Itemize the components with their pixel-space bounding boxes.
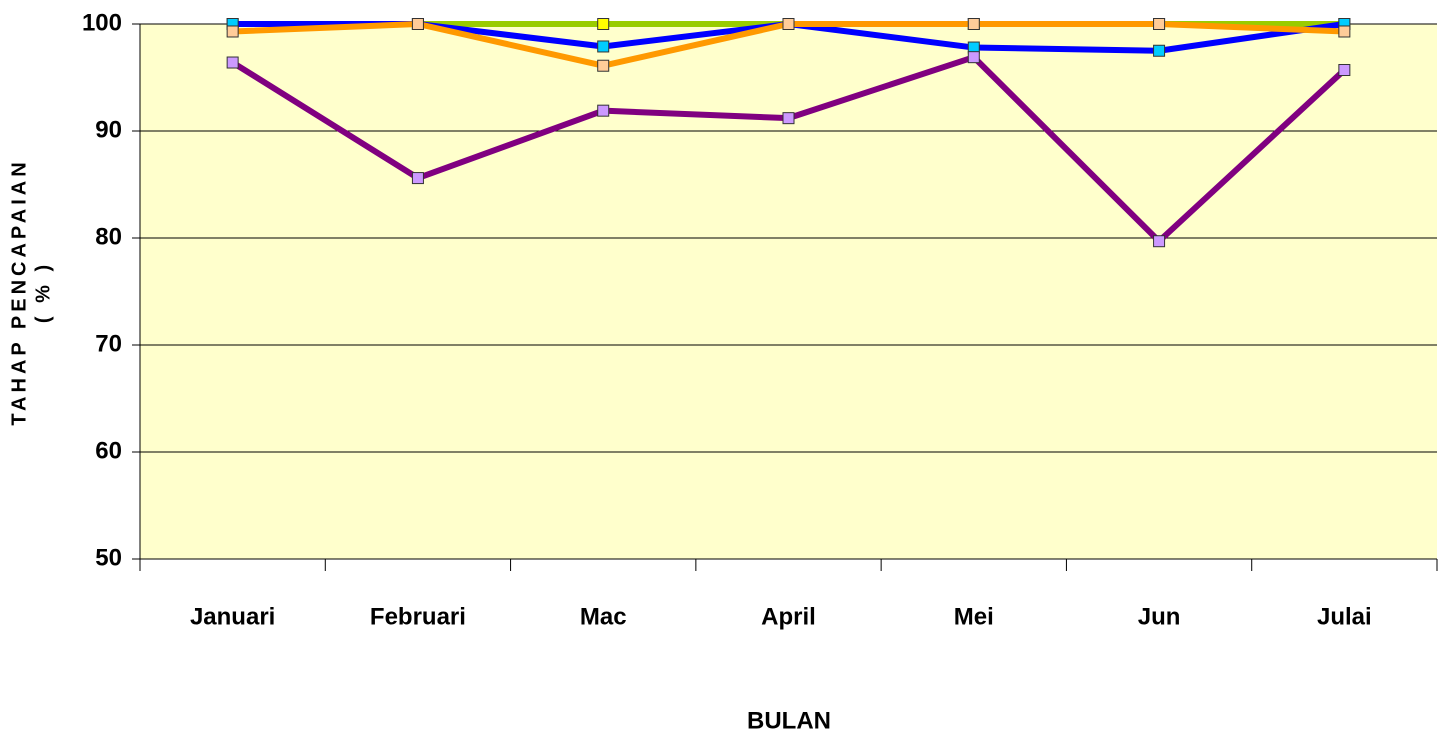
data-point bbox=[411, 18, 424, 30]
data-point bbox=[1338, 64, 1351, 77]
x-tick-label: Mei bbox=[954, 603, 994, 630]
data-point bbox=[226, 25, 239, 38]
data-point bbox=[967, 51, 980, 64]
y-tick-label: 90 bbox=[95, 116, 122, 143]
data-point bbox=[226, 56, 239, 69]
x-tick-label: Julai bbox=[1317, 603, 1372, 630]
x-tick-label: Mac bbox=[580, 603, 627, 630]
data-point bbox=[411, 172, 424, 185]
y-tick-label: 100 bbox=[82, 9, 122, 36]
x-tick-label: Februari bbox=[370, 603, 466, 630]
data-point bbox=[1153, 235, 1166, 248]
data-point bbox=[782, 112, 795, 125]
data-point bbox=[1338, 25, 1351, 38]
x-tick-label: April bbox=[761, 603, 816, 630]
data-point bbox=[597, 40, 610, 53]
y-tick-label: 50 bbox=[95, 544, 122, 571]
data-point bbox=[597, 59, 610, 72]
data-point bbox=[597, 104, 610, 117]
y-tick-label: 70 bbox=[95, 330, 122, 357]
x-tick-label: Jun bbox=[1138, 603, 1181, 630]
y-tick-label: 60 bbox=[95, 437, 122, 464]
data-point bbox=[597, 18, 610, 30]
data-point bbox=[1153, 44, 1166, 57]
x-axis-label: BULAN bbox=[747, 707, 831, 734]
x-tick-label: Januari bbox=[190, 603, 275, 630]
y-axis-label: TAHAP PENCAPAIAN bbox=[8, 158, 30, 425]
data-point bbox=[782, 18, 795, 30]
data-point bbox=[1153, 18, 1166, 30]
y-axis-label: ( % ) bbox=[32, 261, 54, 323]
plot-area bbox=[140, 24, 1437, 559]
data-point bbox=[967, 18, 980, 30]
y-tick-label: 80 bbox=[95, 223, 122, 250]
